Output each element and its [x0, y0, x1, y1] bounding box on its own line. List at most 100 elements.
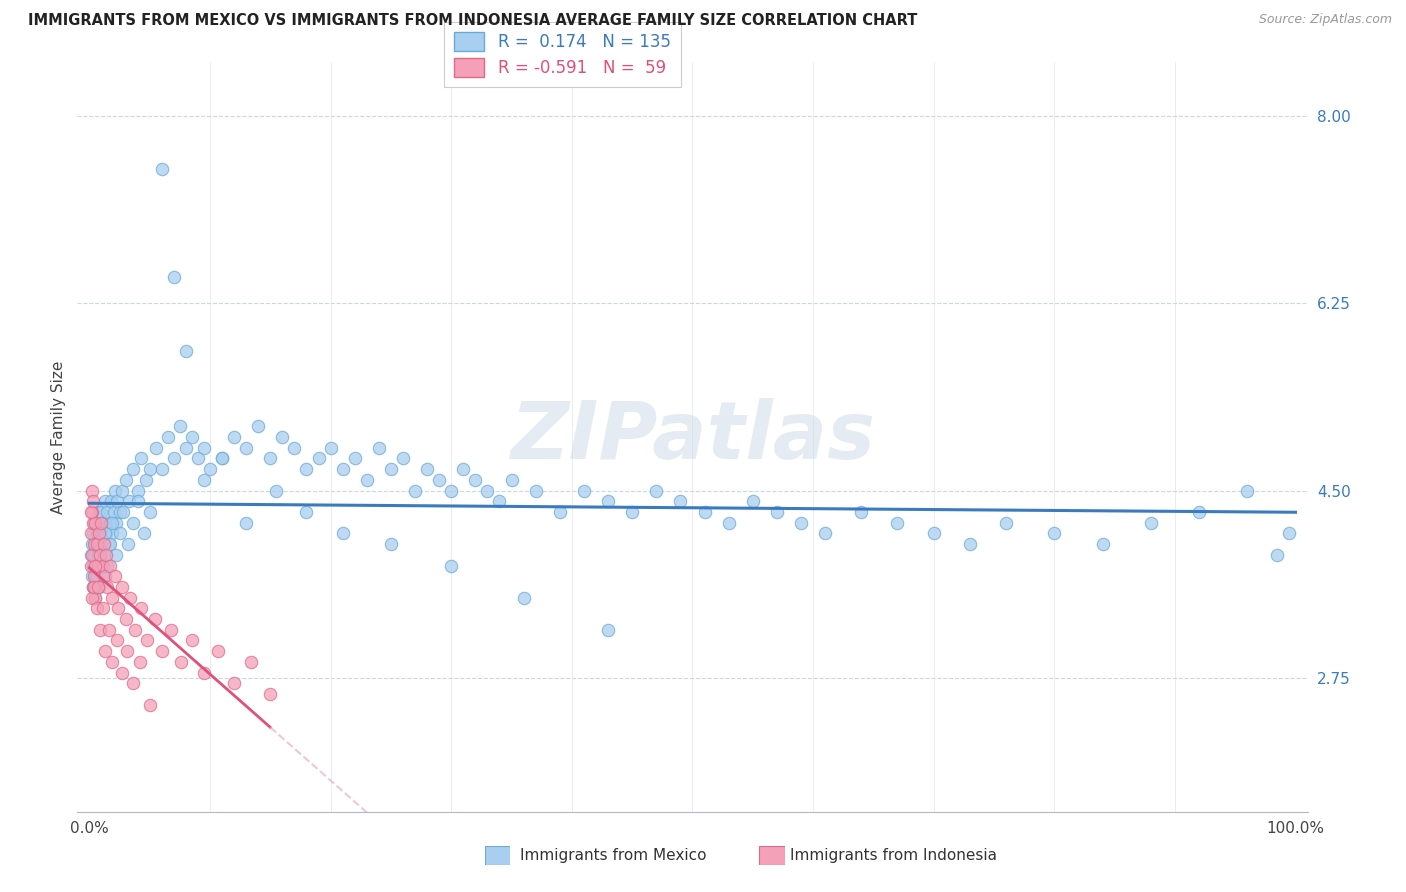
Point [922, 526, 945, 541]
Point [89, 558, 111, 573]
Point [91, 569, 114, 583]
Point [94, 526, 117, 541]
Point [283, 441, 305, 455]
Point [89, 558, 111, 573]
Point [121, 676, 143, 690]
Point [129, 451, 152, 466]
Point [79, 505, 101, 519]
Point [1267, 548, 1289, 562]
Point [1139, 516, 1161, 530]
Point [143, 612, 166, 626]
Point [572, 483, 595, 498]
Point [621, 505, 644, 519]
Y-axis label: Average Family Size: Average Family Size [51, 360, 66, 514]
Point [163, 451, 186, 466]
Point [367, 441, 389, 455]
Point [86, 526, 108, 541]
Point [790, 516, 813, 530]
Point [380, 462, 402, 476]
Point [332, 526, 354, 541]
Point [112, 505, 135, 519]
Point [211, 451, 233, 466]
Point [79, 558, 101, 573]
Point [596, 623, 619, 637]
Point [596, 494, 619, 508]
Point [741, 494, 763, 508]
Point [87, 526, 110, 541]
Point [98, 537, 121, 551]
Point [150, 162, 173, 177]
Point [1043, 526, 1066, 541]
Point [93, 537, 115, 551]
Point [129, 601, 152, 615]
Point [440, 558, 463, 573]
Point [100, 494, 122, 508]
Point [135, 473, 157, 487]
Point [84, 516, 107, 530]
Point [94, 644, 117, 658]
Point [380, 537, 402, 551]
Point [235, 441, 257, 455]
Point [84, 569, 107, 583]
Legend: R =  0.174   N = 135, R = -0.591   N =  59: R = 0.174 N = 135, R = -0.591 N = 59 [444, 21, 681, 87]
Point [96, 558, 118, 573]
Point [180, 430, 202, 444]
Point [266, 483, 288, 498]
Point [1236, 483, 1258, 498]
Point [96, 548, 118, 562]
Point [645, 483, 668, 498]
Point [115, 644, 138, 658]
Point [416, 462, 439, 476]
Point [124, 623, 146, 637]
Point [87, 580, 110, 594]
Point [295, 505, 318, 519]
Point [104, 548, 127, 562]
Point [87, 505, 110, 519]
Point [87, 537, 110, 551]
Point [150, 644, 173, 658]
Point [79, 526, 101, 541]
Text: ZIPatlas: ZIPatlas [510, 398, 875, 476]
Point [224, 676, 246, 690]
Point [271, 430, 294, 444]
Point [79, 548, 101, 562]
Point [343, 451, 366, 466]
Point [488, 494, 510, 508]
Point [84, 537, 107, 551]
Point [524, 483, 547, 498]
Point [136, 633, 159, 648]
Point [501, 473, 523, 487]
Point [180, 633, 202, 648]
Point [121, 516, 143, 530]
Point [108, 505, 131, 519]
Point [427, 473, 450, 487]
Point [121, 462, 143, 476]
Point [82, 516, 104, 530]
Point [886, 516, 908, 530]
Point [240, 655, 263, 669]
Point [86, 569, 108, 583]
Text: Immigrants from Mexico: Immigrants from Mexico [520, 848, 707, 863]
Point [91, 537, 114, 551]
Point [512, 591, 534, 605]
Point [80, 569, 103, 583]
Point [96, 505, 118, 519]
Point [114, 473, 136, 487]
Point [138, 462, 160, 476]
Point [105, 494, 128, 508]
Point [87, 558, 110, 573]
Point [259, 687, 281, 701]
Point [207, 644, 229, 658]
Point [80, 548, 103, 562]
Point [127, 494, 149, 508]
Point [392, 451, 415, 466]
Point [356, 473, 378, 487]
Point [82, 580, 104, 594]
Point [174, 344, 197, 359]
Point [766, 505, 789, 519]
Point [80, 505, 103, 519]
Point [82, 526, 104, 541]
Point [308, 451, 330, 466]
Point [83, 537, 105, 551]
Point [90, 526, 112, 541]
